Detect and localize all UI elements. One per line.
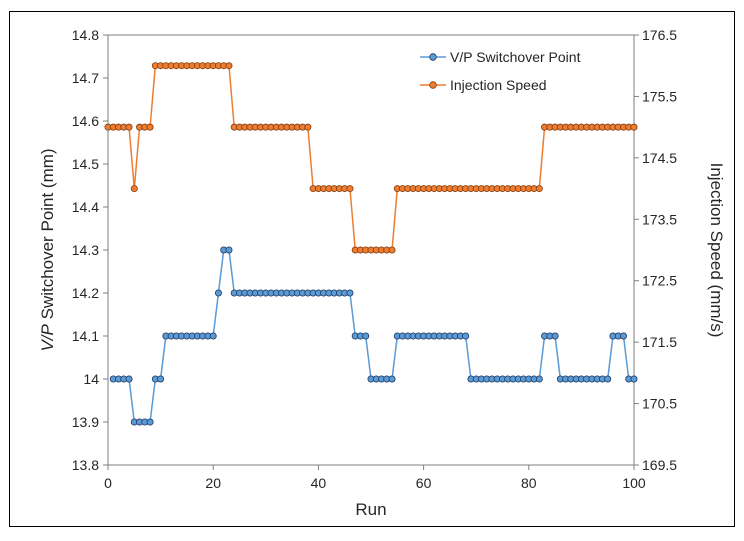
legend: V/P Switchover Point Injection Speed xyxy=(420,49,581,93)
chart-frame xyxy=(9,11,735,527)
y-left-tick-label: 14.6 xyxy=(72,113,99,129)
data-point-vp-switchover xyxy=(214,289,222,297)
y-right-tick-label: 169.5 xyxy=(642,457,677,473)
y-left-tick-label: 13.8 xyxy=(72,457,99,473)
y-right-tick-label: 170.5 xyxy=(642,396,677,412)
data-point-injection-speed xyxy=(346,185,354,193)
data-point-vp-switchover xyxy=(551,332,559,340)
data-point-vp-switchover xyxy=(604,375,612,383)
data-point-vp-switchover xyxy=(462,332,470,340)
y-right-tick-label: 171.5 xyxy=(642,334,677,350)
x-axis-label: Run xyxy=(355,500,386,519)
y-left-tick-label: 14.4 xyxy=(72,199,99,215)
y-axis-label-right: Injection Speed (mm/s) xyxy=(707,163,726,338)
series-vp-switchover xyxy=(109,246,638,426)
y-left-tick-label: 14 xyxy=(83,371,99,387)
data-point-vp-switchover xyxy=(388,375,396,383)
x-tick-label: 40 xyxy=(311,475,327,491)
data-point-vp-switchover xyxy=(619,332,627,340)
data-point-vp-switchover xyxy=(125,375,133,383)
legend-marker-speed xyxy=(429,81,437,89)
data-point-injection-speed xyxy=(304,123,312,131)
data-point-vp-switchover xyxy=(225,246,233,254)
y-right-tick-label: 172.5 xyxy=(642,273,677,289)
legend-label-speed: Injection Speed xyxy=(450,77,547,93)
x-tick-label: 0 xyxy=(104,475,112,491)
y-right-tick-label: 174.5 xyxy=(642,150,677,166)
data-point-injection-speed xyxy=(130,185,138,193)
x-tick-label: 60 xyxy=(416,475,432,491)
data-point-vp-switchover xyxy=(535,375,543,383)
data-point-injection-speed xyxy=(146,123,154,131)
data-point-vp-switchover xyxy=(362,332,370,340)
data-point-vp-switchover xyxy=(346,289,354,297)
legend-label-vp: V/P Switchover Point xyxy=(450,49,581,65)
data-point-injection-speed xyxy=(225,62,233,70)
y-left-tick-label: 14.3 xyxy=(72,242,99,258)
y-axis-label-left: V/P Switchover Point (mm) xyxy=(38,148,57,351)
data-point-vp-switchover xyxy=(630,375,638,383)
y-right-tick-label: 176.5 xyxy=(642,27,677,43)
data-point-vp-switchover xyxy=(157,375,165,383)
x-tick-label: 20 xyxy=(205,475,221,491)
x-tick-label: 80 xyxy=(521,475,537,491)
y-left-tick-label: 14.2 xyxy=(72,285,99,301)
y-left-tick-label: 14.5 xyxy=(72,156,99,172)
y-left-tick-label: 13.9 xyxy=(72,414,99,430)
y-left-tick-label: 14.1 xyxy=(72,328,99,344)
series-injection-speed xyxy=(104,62,638,254)
y-right-tick-label: 175.5 xyxy=(642,88,677,104)
x-tick-label: 100 xyxy=(622,475,646,491)
series-layer xyxy=(104,62,638,426)
series-line-injection-speed xyxy=(108,64,634,251)
data-point-injection-speed xyxy=(388,246,396,254)
y-axis-label-left-italic: V/P xyxy=(38,323,57,351)
data-point-vp-switchover xyxy=(146,418,154,426)
y-left-tick-label: 14.7 xyxy=(72,70,99,86)
data-point-injection-speed xyxy=(630,123,638,131)
y-right-tick-label: 173.5 xyxy=(642,211,677,227)
axis-ticks: 0 20 40 60 80 100 13.8 13.9 14 14.1 14.2 14.3 14.4 14… xyxy=(72,27,677,491)
data-point-vp-switchover xyxy=(209,332,217,340)
y-left-tick-label: 14.8 xyxy=(72,27,99,43)
data-point-injection-speed xyxy=(125,123,133,131)
y-axis-label-left-rest: Switchover Point (mm) xyxy=(38,148,57,324)
legend-marker-vp xyxy=(429,53,437,61)
data-point-injection-speed xyxy=(535,185,543,193)
